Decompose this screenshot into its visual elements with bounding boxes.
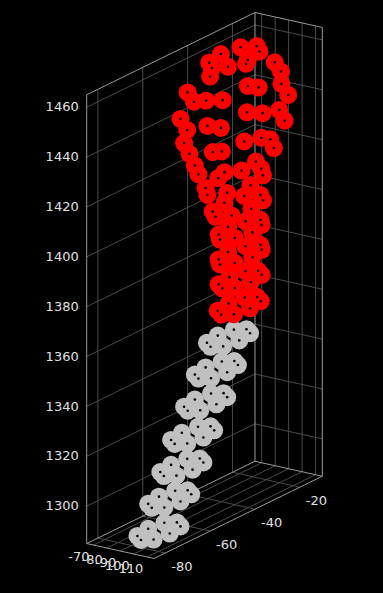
svg-text:1320: 1320 <box>46 448 79 463</box>
svg-text:1340: 1340 <box>46 399 79 414</box>
svg-text:1440: 1440 <box>46 149 79 164</box>
svg-text:-90: -90 <box>95 555 117 571</box>
svg-text:-80: -80 <box>81 552 103 568</box>
svg-text:1400: 1400 <box>46 249 79 264</box>
svg-text:1300: 1300 <box>46 498 79 513</box>
svg-text:1420: 1420 <box>46 199 79 214</box>
svg-text:-60: -60 <box>216 537 237 552</box>
svg-text:-80: -80 <box>171 559 192 574</box>
svg-text:1460: 1460 <box>46 99 79 114</box>
svg-text:1380: 1380 <box>46 299 79 314</box>
svg-text:1360: 1360 <box>46 349 79 364</box>
svg-text:-40: -40 <box>261 515 282 530</box>
svg-text:-70: -70 <box>68 549 89 564</box>
svg-text:-20: -20 <box>306 493 327 508</box>
